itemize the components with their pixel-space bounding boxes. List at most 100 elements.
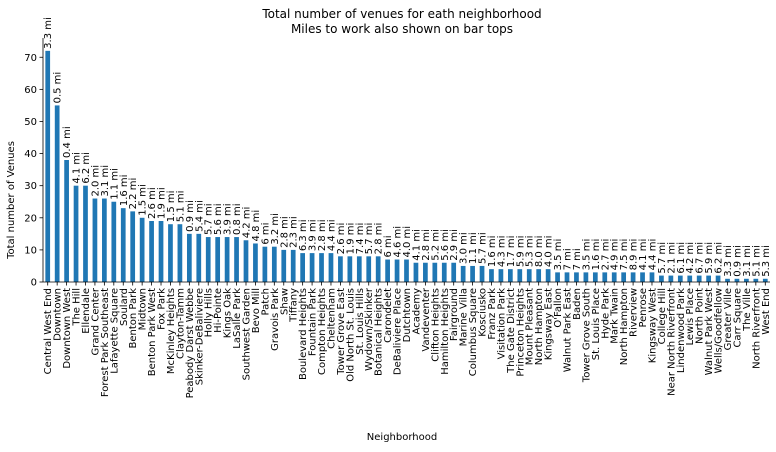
bar-labels-group: 3.3 mi0.5 mi0.4 mi4.1 mi6.2 mi2.0 mi3.1 …	[43, 17, 772, 277]
x-tick-label: Walnut Park West	[704, 288, 715, 375]
x-tick-label: The Gate District	[506, 288, 517, 374]
bar-label: 2.6 mi	[336, 223, 347, 255]
bar	[715, 275, 721, 282]
bar-label: 3.9 mi	[308, 219, 319, 251]
bar-label: 5.7 mi	[657, 242, 668, 274]
x-tick-label: Skinker-DeBaliviere	[194, 288, 205, 385]
bar	[64, 160, 69, 282]
y-tick-label: 70	[24, 53, 37, 64]
x-tick-label: Holly Hills	[204, 288, 215, 337]
x-tick-label: Downtown	[53, 288, 64, 341]
y-tick-label: 20	[24, 213, 37, 224]
bar-label: 3.3 mi	[43, 17, 54, 49]
bar-label: 2.8 mi	[374, 223, 385, 255]
x-tick-label: Central West End	[43, 288, 54, 374]
bar	[441, 262, 447, 282]
x-tick-label: Wells/Goodfellow	[714, 288, 725, 373]
bar-label: 5.6 mi	[440, 229, 451, 261]
x-tick-label: Princeton Heights	[515, 288, 526, 377]
bar-label: 1.9 mi	[157, 187, 168, 219]
bar-label: 6.7 mi	[695, 242, 706, 274]
bar	[394, 259, 400, 282]
x-tick-label: LaSalle Park	[232, 288, 243, 349]
bar-label: 4.0 mi	[402, 226, 413, 258]
x-tick-label: Soulard	[119, 288, 130, 326]
x-tick-label: Southwest Garden	[241, 288, 252, 380]
bar-label: 5.7 mi	[364, 223, 375, 255]
bar	[149, 221, 154, 282]
bar-label: 4.8 mi	[251, 210, 262, 242]
bar-label: 4.2 mi	[685, 242, 696, 274]
bar-label: 4.1 mi	[638, 239, 649, 271]
x-tick-label: Fairground	[449, 288, 460, 341]
x-tick-label: Tower Grove East	[336, 288, 347, 376]
y-tick-label: 40	[24, 149, 37, 160]
x-tick-label: Fountain Park	[308, 288, 319, 356]
x-tick-label: Near North Riverfront	[666, 288, 677, 396]
x-tick-label: Baden	[572, 288, 583, 320]
bar	[744, 278, 749, 282]
bar-label: 1.6 mi	[591, 239, 602, 271]
bar	[300, 253, 306, 282]
x-tick-label: O'Fallon	[553, 288, 564, 328]
bar	[677, 275, 683, 282]
bar-label: 4.4 mi	[326, 219, 337, 251]
bar	[489, 269, 494, 282]
x-tick-label: Botanical Heights	[374, 288, 385, 376]
bar	[517, 269, 523, 282]
bar	[574, 272, 579, 282]
bar	[413, 262, 419, 282]
bar	[498, 269, 504, 282]
x-tick-label: Fox Park	[157, 288, 168, 330]
chart-subtitle: Miles to work also shown on bar tops	[291, 22, 513, 36]
x-tick-label: Marine Villa	[459, 288, 470, 346]
bar-label: 1.7 mi	[506, 236, 517, 268]
bar	[281, 249, 287, 282]
bar-label: 3.5 mi	[581, 239, 592, 271]
x-tick-label: Carr Square	[732, 288, 743, 348]
bar	[83, 185, 88, 282]
x-tick-label: Lafayette Square	[109, 288, 120, 374]
bar	[687, 275, 693, 282]
y-tick-label: 60	[24, 85, 37, 96]
x-tick-label: St. Louis Hills	[355, 288, 366, 355]
x-tick-label: Franz Park	[487, 288, 498, 340]
bar	[243, 240, 249, 282]
x-tick-label: St. Louis Place	[591, 288, 602, 360]
bar-label: 5.1 mi	[175, 191, 186, 223]
bar-label: 1.1 mi	[109, 168, 120, 200]
bar	[319, 253, 324, 282]
bar	[423, 262, 428, 282]
x-tick-label: Bevo Mill	[251, 288, 262, 333]
x-tick-label: North Riverfront	[751, 288, 762, 369]
bar-label: 6.1 mi	[676, 242, 687, 274]
x-tick-label: Downtown West	[62, 288, 73, 369]
bar-label: 8.0 mi	[534, 236, 545, 268]
bar	[271, 246, 277, 282]
bar	[470, 265, 475, 282]
bar-label: 1.1 mi	[468, 232, 479, 264]
bar-label: 4.1 mi	[72, 152, 83, 184]
x-tick-label: North Point	[695, 288, 706, 344]
bar-label: 4.6 mi	[393, 226, 404, 258]
bar	[602, 272, 608, 282]
bar	[73, 185, 79, 282]
x-tick-label: The Ville	[742, 288, 753, 332]
y-axis: 0 10 20 30 40 50 60 70	[24, 38, 44, 289]
bar-label: 4.4 mi	[647, 239, 658, 271]
bar	[234, 237, 239, 282]
bar	[564, 272, 570, 282]
x-tick-label: Lindenwood Park	[676, 288, 687, 373]
x-tick-label: Kingsway West	[647, 288, 658, 363]
x-tick-label: Forest Park Southeast	[100, 288, 111, 397]
bar-label: 5.3 mi	[761, 245, 772, 277]
bar-label: 3.2 mi	[270, 213, 281, 245]
bar-label: 1.9 mi	[345, 223, 356, 255]
x-tick-label: Gravois Park	[270, 288, 281, 351]
bar	[177, 224, 183, 282]
x-tick-label: Columbus Square	[468, 288, 479, 376]
bar-label: 5.3 mi	[525, 236, 536, 268]
bar	[706, 275, 711, 282]
